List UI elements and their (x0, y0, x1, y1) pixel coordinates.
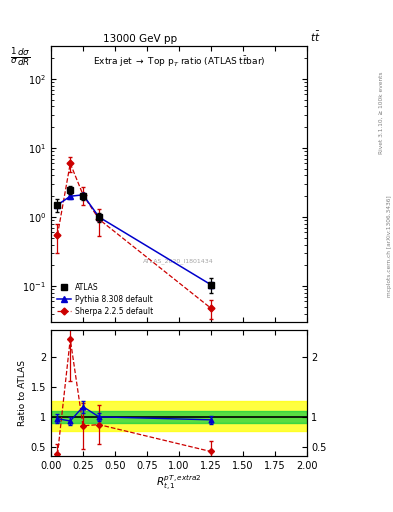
Text: Rivet 3.1.10, ≥ 100k events: Rivet 3.1.10, ≥ 100k events (379, 71, 384, 154)
Text: ATLAS_2020_I1801434: ATLAS_2020_I1801434 (143, 259, 214, 264)
Y-axis label: Ratio to ATLAS: Ratio to ATLAS (18, 360, 27, 426)
X-axis label: $R_{t,1}^{pT,extra2}$: $R_{t,1}^{pT,extra2}$ (156, 473, 202, 493)
Text: 13000 GeV pp: 13000 GeV pp (103, 33, 178, 44)
Bar (51, 411, 307, 423)
Text: $\frac{1}{\sigma}\frac{d\sigma}{dR}$: $\frac{1}{\sigma}\frac{d\sigma}{dR}$ (10, 46, 31, 68)
Text: $t\bar{t}$: $t\bar{t}$ (310, 29, 321, 44)
Bar (51, 401, 307, 431)
Text: Extra jet $\rightarrow$ Top p$_T$ ratio (ATLAS t$\bar{t}$bar): Extra jet $\rightarrow$ Top p$_T$ ratio … (92, 54, 265, 69)
Text: mcplots.cern.ch [arXiv:1306.3436]: mcplots.cern.ch [arXiv:1306.3436] (387, 195, 391, 296)
Legend: ATLAS, Pythia 8.308 default, Sherpa 2.2.5 default: ATLAS, Pythia 8.308 default, Sherpa 2.2.… (55, 281, 155, 318)
